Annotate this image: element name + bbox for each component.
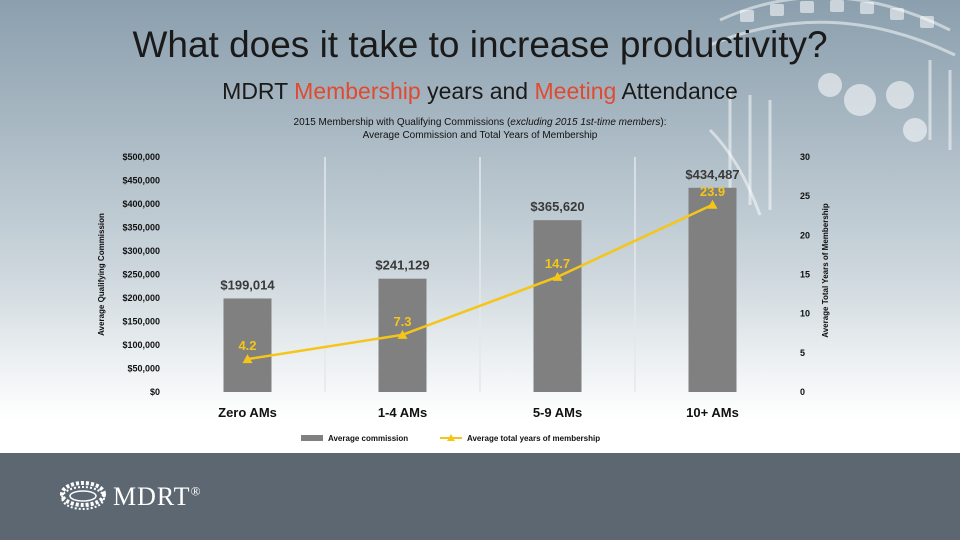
y2-tick-label: 15 <box>800 270 810 280</box>
subtitle-highlight-meeting: Meeting <box>534 78 617 104</box>
bar-data-label: $434,487 <box>685 167 739 182</box>
bar-data-label: $199,014 <box>220 277 275 292</box>
y-tick-label: $400,000 <box>122 199 160 209</box>
registered-mark: ® <box>190 483 202 499</box>
slide-subtitle: MDRT Membership years and Meeting Attend… <box>0 78 960 105</box>
line-data-label: 4.2 <box>238 338 256 353</box>
y-tick-label: $150,000 <box>122 317 160 327</box>
line-point-marker <box>397 329 408 339</box>
x-tick-label: Zero AMs <box>218 405 277 420</box>
bar <box>223 298 272 392</box>
combo-chart: $0 $50,000 $100,000 $150,000 $200,000 $250,00… <box>97 152 830 443</box>
slide-title: What does it take to increase productivi… <box>132 24 828 65</box>
y2-tick-label: 5 <box>800 348 805 358</box>
y-tick-label: $250,000 <box>122 270 160 280</box>
line-point-marker <box>707 199 718 209</box>
line-point-marker <box>242 354 253 364</box>
line-data-label: 14.7 <box>545 256 570 271</box>
mdrt-logo-word: MDRT <box>113 482 191 511</box>
chart-title-line1-end: ): <box>660 117 667 128</box>
y2-tick-label: 30 <box>800 152 810 162</box>
bar <box>688 187 737 392</box>
y-tick-label: $500,000 <box>122 152 160 162</box>
line-point-marker <box>552 271 563 281</box>
chart-title-line1-italic: excluding 2015 1st-time members <box>510 117 661 128</box>
chart-title-line1: 2015 Membership with Qualifying Commissi… <box>0 116 960 129</box>
legend-swatch-bar <box>301 435 323 441</box>
y-tick-label: $50,000 <box>127 364 160 374</box>
y-tick-label: $200,000 <box>122 293 160 303</box>
y-axis-label: Average Qualifying Commission <box>97 213 106 336</box>
chart-title-line1-start: 2015 Membership with Qualifying Commissi… <box>293 117 511 128</box>
decorative-ring-pattern <box>708 0 956 216</box>
mdrt-ring-icon <box>60 481 106 510</box>
y2-tick-label: 10 <box>800 309 810 319</box>
x-tick-label: 10+ AMs <box>686 405 739 420</box>
y-tick-label: $450,000 <box>122 176 160 186</box>
subtitle-part2: years and <box>420 78 535 104</box>
y-tick-label: $100,000 <box>122 340 160 350</box>
chart-title-line2: Average Commission and Total Years of Me… <box>362 130 598 141</box>
chart-title: 2015 Membership with Qualifying Commissi… <box>0 116 960 142</box>
legend-label-bar: Average commission <box>328 434 408 443</box>
y-tick-label: $350,000 <box>122 223 160 233</box>
bar-data-label: $241,129 <box>375 258 429 273</box>
line-data-label: 23.9 <box>700 184 725 199</box>
line-series <box>247 203 714 361</box>
y2-axis-label: Average Total Years of Membership <box>821 203 830 338</box>
line-data-label: 7.3 <box>393 314 411 329</box>
y-tick-label: $300,000 <box>122 246 160 256</box>
x-tick-label: 1-4 AMs <box>378 405 427 420</box>
y2-tick-label: 0 <box>800 387 805 397</box>
legend-label-line: Average total years of membership <box>467 434 600 443</box>
x-tick-label: 5-9 AMs <box>533 405 582 420</box>
bar <box>533 220 582 392</box>
subtitle-part1: MDRT <box>222 78 295 104</box>
legend-swatch-marker <box>447 434 455 441</box>
y2-tick-label: 25 <box>800 191 810 201</box>
bar-data-label: $365,620 <box>530 199 584 214</box>
y-tick-label: $0 <box>150 387 160 397</box>
subtitle-highlight-membership: Membership <box>294 78 421 104</box>
mdrt-logo-text: MDRT® <box>113 482 201 512</box>
y2-tick-label: 20 <box>800 230 810 240</box>
footer-bar: MDRT® <box>0 453 960 540</box>
subtitle-part3: Attendance <box>616 78 738 104</box>
